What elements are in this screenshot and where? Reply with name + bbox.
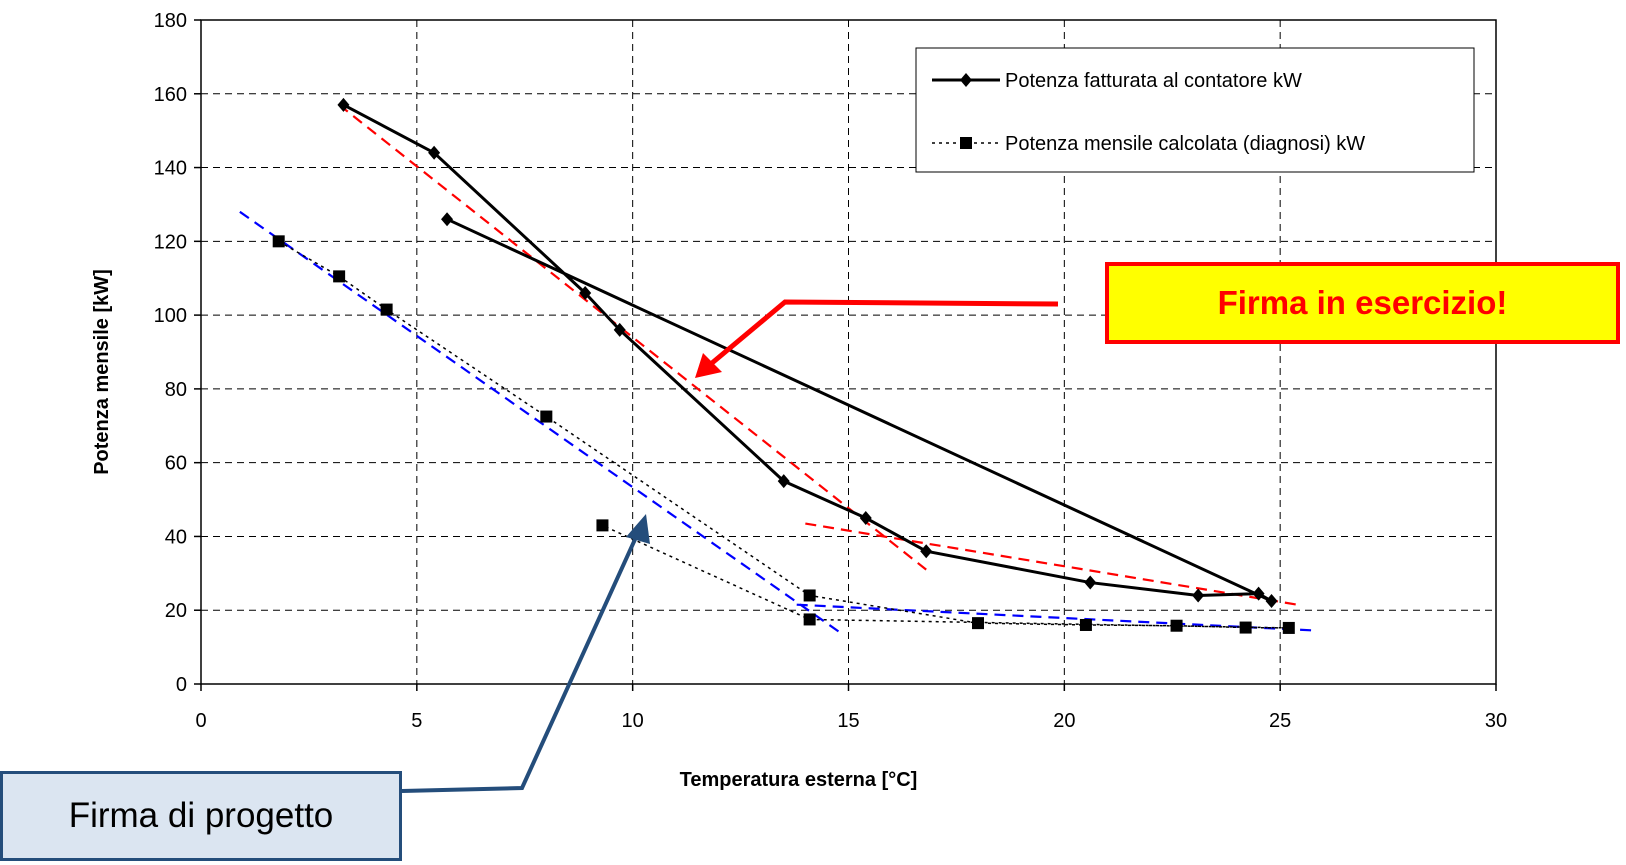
firma-esercizio-callout: Firma in esercizio! <box>1105 262 1620 344</box>
data-point-square <box>803 613 816 626</box>
legend-box <box>915 47 1475 173</box>
data-point-diamond <box>1252 586 1265 601</box>
data-point-square <box>1170 619 1183 632</box>
blue-arrowhead <box>626 514 650 544</box>
blue-callout-arrow <box>401 534 639 793</box>
callout-arrows <box>401 299 1059 793</box>
legend-label-fatturata: Potenza fatturata al contatore kW <box>1005 70 1302 92</box>
legend-square-marker <box>960 137 972 149</box>
data-point-diamond <box>1192 588 1205 603</box>
data-point-square <box>540 410 553 423</box>
red-arrowhead <box>695 353 722 378</box>
data-point-square <box>1079 618 1092 631</box>
legend-label-diagnosi: Potenza mensile calcolata (diagnosi) kW <box>1005 133 1365 155</box>
data-point-square <box>596 519 609 532</box>
trendline <box>239 210 841 634</box>
x-tick-label: 10 <box>622 710 644 732</box>
data-point-diamond <box>777 474 790 489</box>
y-tick-label: 140 <box>154 158 187 180</box>
y-tick-label: 120 <box>154 231 187 253</box>
tick-labels: 0 5 10 15 20 25 30 0 20 40 60 80 100 120 140 160 180 <box>154 10 1508 732</box>
data-point-diamond <box>920 544 933 559</box>
data-point-square <box>803 589 816 602</box>
data-point-diamond <box>428 145 441 160</box>
series-line-fatturata <box>342 103 1274 603</box>
data-point-diamond <box>337 97 350 112</box>
y-tick-label: 0 <box>176 674 187 696</box>
series-group <box>272 97 1295 634</box>
data-point-square <box>1282 621 1295 634</box>
data-point-square <box>333 270 346 283</box>
y-tick-label: 60 <box>165 453 187 475</box>
y-axis-title: Potenza mensile [kW] <box>91 269 113 475</box>
firma-progetto-callout: Firma di progetto <box>0 771 402 861</box>
y-tick-label: 180 <box>154 10 187 32</box>
trendline <box>805 522 1298 606</box>
x-tick-label: 30 <box>1485 710 1507 732</box>
data-point-square <box>1239 621 1252 634</box>
data-point-diamond <box>613 322 626 337</box>
y-tick-label: 100 <box>154 305 187 327</box>
data-point-diamond <box>1265 594 1278 608</box>
data-point-diamond <box>579 285 592 300</box>
x-tick-label: 5 <box>411 710 422 732</box>
data-point-square <box>380 303 393 316</box>
data-point-diamond <box>441 212 454 227</box>
trendline <box>796 603 1315 632</box>
data-point-diamond <box>1084 575 1097 590</box>
data-point-square <box>272 235 285 248</box>
x-axis-title: Temperatura esterna [°C] <box>680 769 918 791</box>
series-line-diagnosi <box>278 240 1290 629</box>
x-tick-label: 20 <box>1053 710 1075 732</box>
legend: Potenza fatturata al contatore kW Potenz… <box>915 47 1475 173</box>
x-tick-label: 15 <box>837 710 859 732</box>
data-point-square <box>972 617 984 630</box>
trendlines <box>239 103 1315 634</box>
red-callout-arrow <box>710 299 1059 365</box>
y-tick-label: 80 <box>165 379 187 401</box>
legend-diamond-marker <box>960 73 972 87</box>
y-tick-label: 160 <box>154 84 187 106</box>
x-tick-label: 0 <box>195 710 206 732</box>
y-tick-label: 40 <box>165 526 187 548</box>
y-tick-label: 20 <box>165 600 187 622</box>
data-point-diamond <box>859 511 872 525</box>
x-tick-label: 25 <box>1269 710 1291 732</box>
